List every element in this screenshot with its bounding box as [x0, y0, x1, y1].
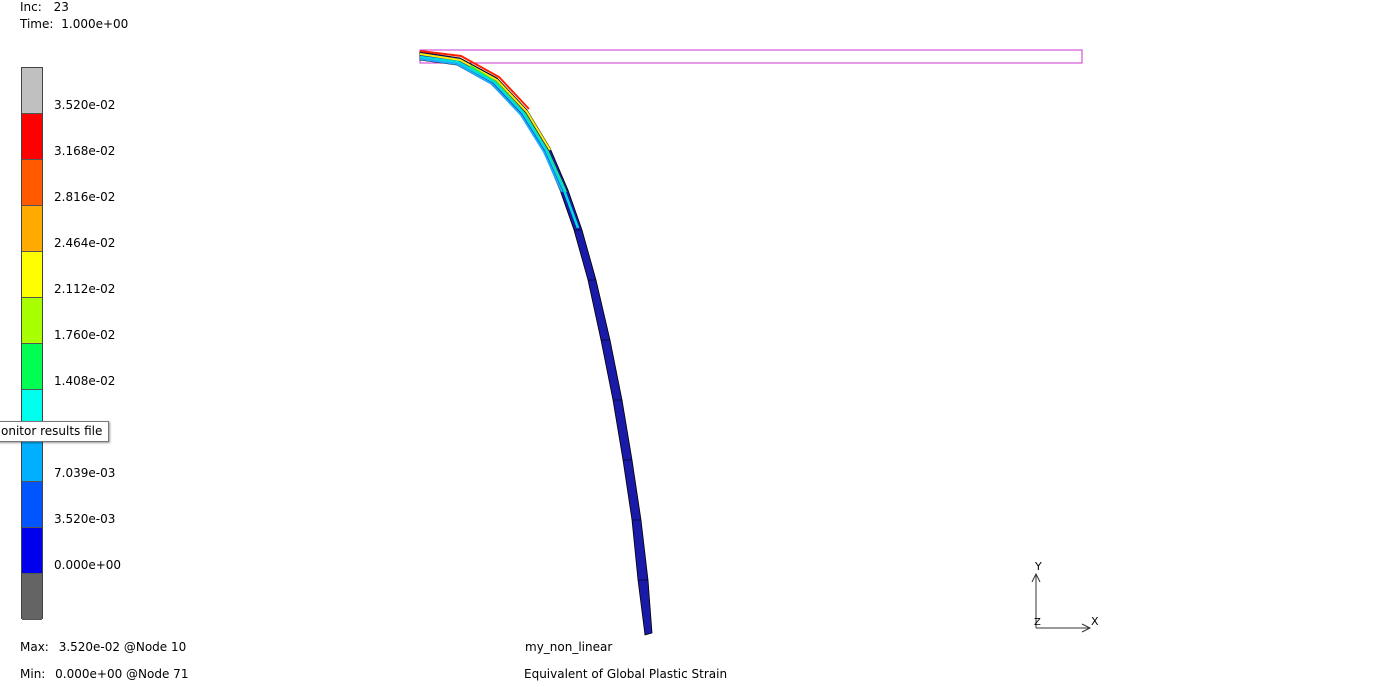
- legend-label: 3.520e-03: [54, 512, 116, 526]
- increment-readout: Inc: 23: [20, 0, 69, 14]
- legend-band: [22, 68, 42, 114]
- legend-band: [22, 160, 42, 206]
- legend-label: 2.816e-02: [54, 190, 116, 204]
- triad-x-label: X: [1091, 615, 1099, 628]
- max-value: 3.520e-02 @Node 10: [58, 640, 187, 654]
- legend-band: [22, 482, 42, 528]
- inc-value: 23: [53, 0, 69, 14]
- job-name: my_non_linear: [525, 640, 613, 654]
- max-readout: Max: 3.520e-02 @Node 10: [20, 640, 186, 654]
- result-name: Equivalent of Global Plastic Strain: [524, 667, 728, 681]
- min-label: Min:: [20, 667, 46, 681]
- legend-band: [22, 298, 42, 344]
- legend-label: 3.520e-02: [54, 98, 116, 112]
- strain-band-red: [419, 50, 530, 110]
- legend-label: 1.408e-02: [54, 374, 116, 388]
- legend-label: 0.000e+00: [54, 558, 122, 572]
- time-label: Time:: [20, 17, 54, 31]
- triad-y-label: Y: [1034, 560, 1042, 573]
- min-readout: Min: 0.000e+00 @Node 71: [20, 667, 188, 681]
- legend-label: 3.168e-02: [54, 144, 116, 158]
- time-readout: Time: 1.000e+00: [20, 17, 128, 31]
- strain-band-yellow: [419, 53, 551, 151]
- coordinate-triad: [1031, 572, 1092, 633]
- legend-band: [22, 252, 42, 298]
- legend-label: 7.039e-03: [54, 466, 116, 480]
- time-value: 1.000e+00: [61, 17, 129, 31]
- inc-label: Inc:: [20, 0, 42, 14]
- legend-label: 1.760e-02: [54, 328, 116, 342]
- legend-band: [22, 436, 42, 482]
- max-label: Max:: [20, 640, 49, 654]
- tooltip: onitor results file: [0, 421, 110, 442]
- strain-band-cyan: [419, 55, 580, 229]
- triad-z-label: Z: [1034, 617, 1041, 628]
- strain-band-lightblue: [419, 58, 563, 193]
- legend-band: [22, 574, 42, 620]
- strain-band-green: [469, 65, 567, 193]
- undeformed-outline: [419, 49, 1083, 64]
- mesh-lines: [456, 57, 648, 581]
- legend-label: 2.112e-02: [54, 282, 116, 296]
- legend-color-bar: [21, 67, 43, 620]
- legend-band: [22, 206, 42, 252]
- min-value: 0.000e+00 @Node 71: [55, 667, 189, 681]
- legend-band: [22, 528, 42, 574]
- legend-band: [22, 344, 42, 390]
- legend-label: 2.464e-02: [54, 236, 116, 250]
- legend-band: [22, 114, 42, 160]
